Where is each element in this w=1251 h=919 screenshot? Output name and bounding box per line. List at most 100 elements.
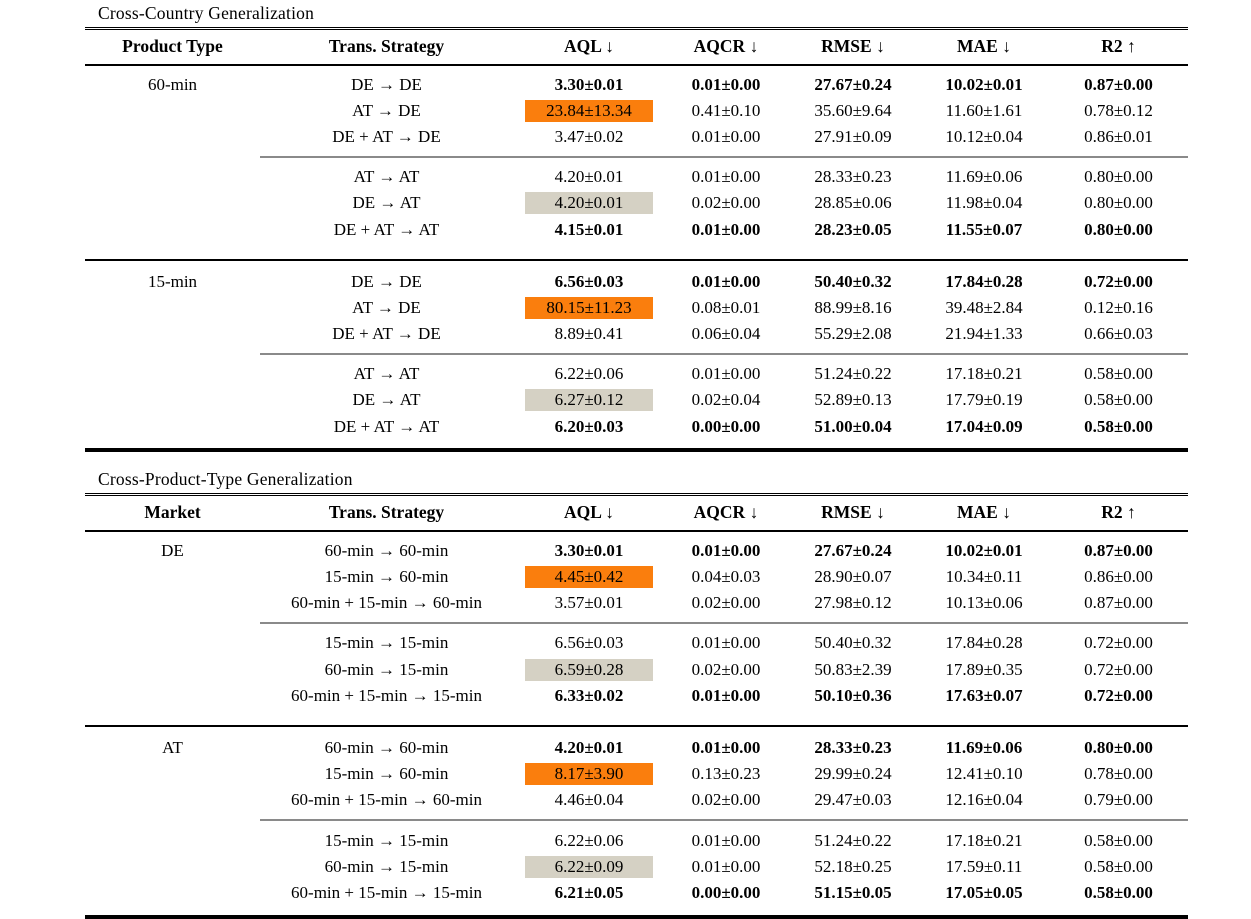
section-label <box>85 880 260 905</box>
strategy-cell: AT → DE <box>352 100 421 120</box>
strategy-cell: DE → DE <box>351 74 422 94</box>
metric-cell: 27.67±0.24 <box>814 540 892 560</box>
metric-cell: 0.02±0.00 <box>691 193 761 213</box>
metric-cell: 0.58±0.00 <box>1084 364 1153 384</box>
metric-cell: 29.47±0.03 <box>814 790 892 810</box>
cross-product-type-table-block: Cross-Product-Type Generalization Market… <box>85 469 1251 919</box>
table-row: DE + AT → AT 4.15±0.01 0.01±0.00 28.23±0.05… <box>85 217 1188 242</box>
metric-cell: 11.60±1.61 <box>945 100 1023 120</box>
metric-cell: 0.01±0.00 <box>691 167 761 187</box>
metric-cell: 0.58±0.00 <box>1084 830 1153 850</box>
metric-cell: 51.24±0.22 <box>814 364 892 384</box>
metric-cell: 0.01±0.00 <box>691 74 761 94</box>
table-row: AT → DE 80.15±11.23 0.08±0.01 88.99±8.16 39.… <box>85 294 1188 321</box>
metric-cell: 0.01±0.00 <box>691 540 761 560</box>
metric-cell: 17.04±0.09 <box>945 416 1023 436</box>
metric-cell: 0.12±0.16 <box>1084 297 1153 317</box>
metric-cell: 10.13±0.06 <box>945 593 1023 613</box>
metric-cell: 6.22±0.09 <box>513 853 665 880</box>
section-label <box>85 294 260 321</box>
highlight-orange-value: 4.45±0.42 <box>525 566 653 589</box>
metric-cell: 0.08±0.01 <box>691 297 761 317</box>
section-label <box>85 761 260 788</box>
metric-cell: 0.01±0.00 <box>691 633 761 653</box>
section-label <box>85 683 260 708</box>
metric-cell: 21.94±1.33 <box>945 324 1023 344</box>
metric-cell: 0.80±0.00 <box>1084 219 1153 239</box>
metric-cell: 10.02±0.01 <box>945 540 1023 560</box>
table-row: 15-min → 15-min 6.22±0.06 0.01±0.00 51.24±0… <box>85 828 1188 853</box>
section-label <box>85 828 260 853</box>
table-row: DE → AT 6.27±0.12 0.02±0.04 52.89±0.13 17.79… <box>85 387 1188 414</box>
metric-cell: 27.91±0.09 <box>814 126 892 146</box>
strategy-cell: DE + AT → AT <box>333 416 440 436</box>
highlight-gray-value: 6.27±0.12 <box>525 389 653 412</box>
metric-cell: 29.99±0.24 <box>814 764 892 784</box>
metric-cell: 0.72±0.00 <box>1084 633 1153 653</box>
metric-cell: 50.40±0.32 <box>814 271 892 291</box>
metric-cell: 28.33±0.23 <box>814 167 892 187</box>
results-table-cross-product-type: Market Trans. Strategy AQL ↓ AQCR ↓ RMSE ↓ MA… <box>85 496 1188 914</box>
table-row: AT → AT 6.22±0.06 0.01±0.00 51.24±0.22 17.18… <box>85 362 1188 387</box>
metric-cell: 11.69±0.06 <box>945 737 1023 757</box>
spacer-cell <box>85 531 1188 538</box>
metric-cell: 52.18±0.25 <box>814 856 892 876</box>
spacer-row <box>85 251 1188 260</box>
strategy-cell: 60-min → 60-min <box>324 737 449 757</box>
table-row: 15-min → 15-min 6.56±0.03 0.01±0.00 50.40±0… <box>85 631 1188 656</box>
metric-cell: 4.20±0.01 <box>554 167 624 187</box>
section-label <box>85 322 260 347</box>
strategy-cell: 15-min → 60-min <box>324 764 449 784</box>
metric-cell: 0.66±0.03 <box>1084 324 1153 344</box>
metric-cell: 6.59±0.28 <box>513 656 665 683</box>
group-divider-rule <box>85 818 1188 828</box>
metric-cell: 17.89±0.35 <box>945 659 1023 679</box>
metric-cell: 0.80±0.00 <box>1084 193 1153 213</box>
highlight-orange-value: 23.84±13.34 <box>525 99 653 122</box>
strategy-cell: AT → DE <box>352 297 421 317</box>
highlight-orange-value: 80.15±11.23 <box>525 296 653 319</box>
metric-cell: 4.20±0.01 <box>513 190 665 217</box>
metric-cell: 0.41±0.10 <box>691 100 761 120</box>
metric-cell: 28.85±0.06 <box>814 193 892 213</box>
metric-cell: 0.80±0.00 <box>1084 737 1153 757</box>
strategy-cell: 60-min → 15-min <box>324 856 449 876</box>
spacer-cell <box>85 347 1188 354</box>
metric-cell: 0.72±0.00 <box>1084 271 1153 291</box>
metric-cell: 6.20±0.03 <box>554 416 624 436</box>
metric-cell: 6.22±0.06 <box>554 364 624 384</box>
column-header: Trans. Strategy <box>260 496 513 533</box>
strategy-cell: DE → DE <box>351 271 422 291</box>
metric-cell: 6.21±0.05 <box>554 882 624 902</box>
column-header: AQCR ↓ <box>665 496 787 533</box>
metric-cell: 6.56±0.03 <box>554 633 624 653</box>
section-label <box>85 631 260 656</box>
spacer-row <box>85 439 1188 448</box>
section-divider-rule <box>85 259 1188 270</box>
table-row: 15-min → 60-min 8.17±3.90 0.13±0.23 29.99±0… <box>85 761 1188 788</box>
metric-cell: 6.22±0.06 <box>554 830 624 850</box>
group-divider-line <box>260 621 1188 631</box>
table-top-rule <box>85 493 1188 497</box>
highlight-gray-value: 6.22±0.09 <box>525 855 653 878</box>
metric-cell: 0.79±0.00 <box>1084 790 1153 810</box>
spacer-row <box>85 347 1188 354</box>
strategy-cell: DE + AT → DE <box>332 126 441 146</box>
section-label <box>85 591 260 616</box>
metric-cell: 11.98±0.04 <box>945 193 1023 213</box>
column-header: MAE ↓ <box>919 30 1049 66</box>
section-divider-rule <box>85 725 1188 736</box>
metric-cell: 50.10±0.36 <box>814 685 892 705</box>
column-header: R2 ↑ <box>1049 496 1188 533</box>
strategy-cell: 15-min → 60-min <box>324 567 449 587</box>
spacer-cell <box>85 820 260 828</box>
section-label <box>85 165 260 190</box>
column-header: Market <box>85 496 260 533</box>
metric-cell: 8.89±0.41 <box>554 324 624 344</box>
metric-cell: 0.58±0.00 <box>1084 416 1153 436</box>
metric-cell: 39.48±2.84 <box>945 297 1023 317</box>
section-label <box>85 190 260 217</box>
metric-cell: 0.13±0.23 <box>691 764 761 784</box>
spacer-row <box>85 242 1188 251</box>
metric-cell: 17.63±0.07 <box>945 685 1023 705</box>
